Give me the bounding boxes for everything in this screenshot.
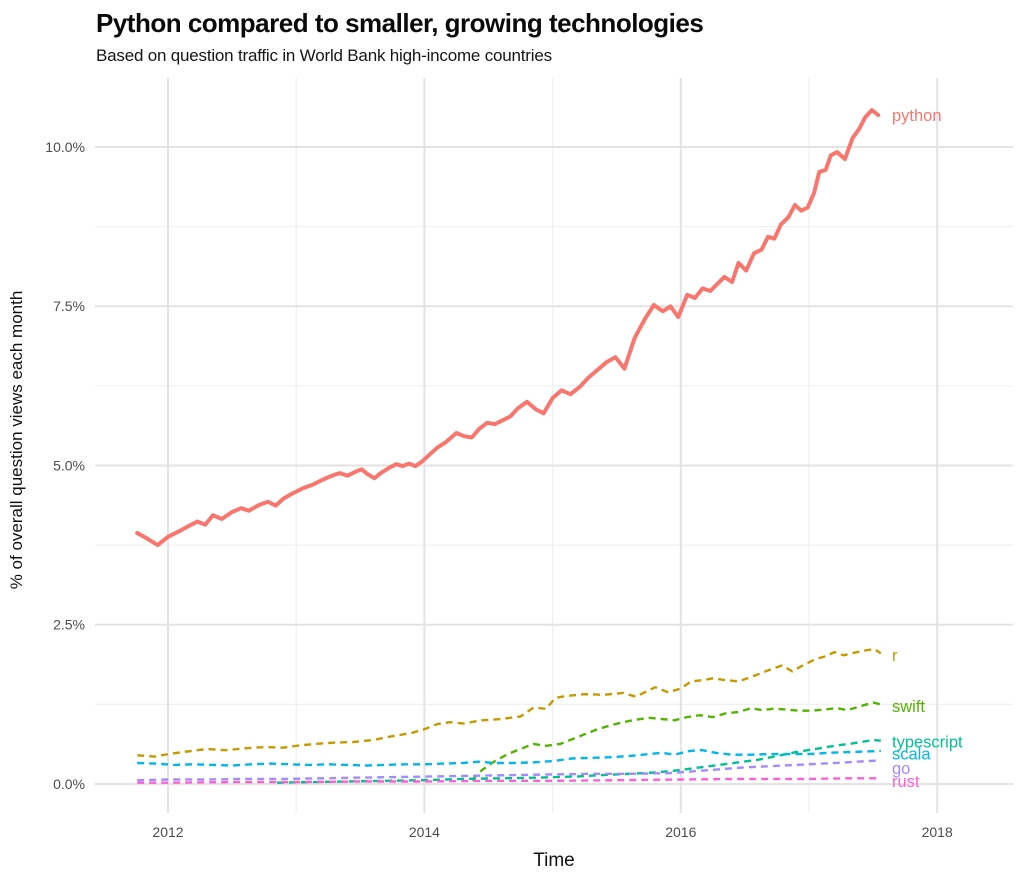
series-label-typescript: typescript: [892, 733, 963, 751]
series-label-scala: scala: [892, 746, 931, 764]
x-axis-title: Time: [533, 850, 575, 871]
series-line-typescript: [276, 738, 881, 784]
y-tick-label: 2.5%: [53, 617, 85, 633]
axis-tick-labels: 2012 2014 2016 2018 0.0% 2.5% 5.0% 7.5% 10.0%: [45, 139, 953, 840]
x-tick-label: 2012: [152, 824, 183, 840]
x-tick-label: 2014: [409, 824, 440, 840]
series-line-rust: [137, 777, 881, 784]
series-line-scala: [137, 749, 881, 767]
chart-subtitle: Based on question traffic in World Bank …: [96, 46, 552, 65]
x-tick-label: 2016: [665, 824, 696, 840]
x-tick-label: 2018: [922, 824, 953, 840]
y-tick-label: 5.0%: [53, 457, 85, 473]
series-label-r: r: [892, 647, 898, 665]
series-line-go: [137, 759, 881, 782]
y-tick-label: 7.5%: [53, 298, 85, 314]
series-line-swift: [470, 701, 882, 782]
series-label-python: python: [892, 107, 942, 125]
series-lines: [135, 108, 882, 784]
series-line-r: [137, 647, 882, 758]
series-label-go: go: [892, 760, 910, 778]
series-line-python: [135, 108, 881, 548]
y-axis-title: % of overall question views each month: [7, 291, 26, 590]
series-label-rust: rust: [892, 773, 920, 791]
y-tick-label: 0.0%: [53, 776, 85, 792]
y-tick-label: 10.0%: [45, 139, 85, 155]
gridlines-major: [95, 78, 1013, 813]
series-label-swift: swift: [892, 698, 925, 716]
chart-title: Python compared to smaller, growing tech…: [96, 8, 704, 38]
